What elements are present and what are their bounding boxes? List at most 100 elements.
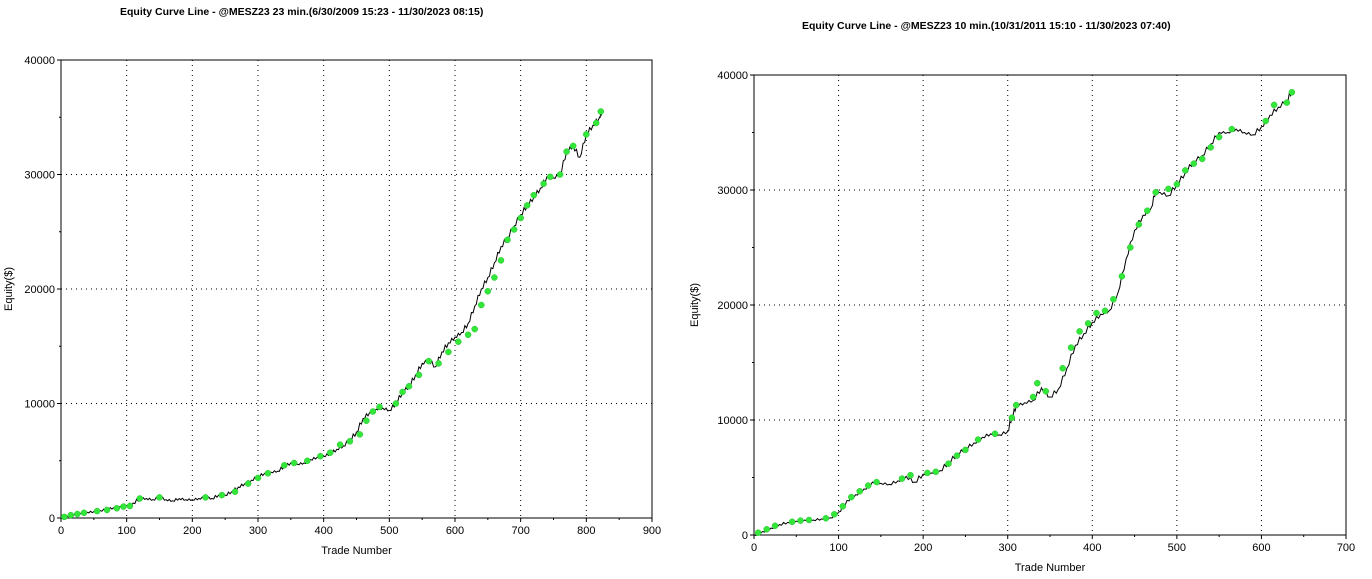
equity-high-marker bbox=[1182, 167, 1189, 174]
equity-high-marker bbox=[376, 403, 383, 411]
equity-high-marker bbox=[822, 515, 830, 522]
equity-high-marker bbox=[1165, 185, 1172, 193]
x-tick-label: 200 bbox=[183, 525, 201, 537]
equity-high-marker bbox=[924, 469, 931, 477]
equity-high-marker bbox=[953, 452, 961, 459]
equity-high-marker bbox=[290, 459, 298, 467]
equity-high-marker bbox=[1173, 181, 1181, 188]
equity-high-marker bbox=[1283, 99, 1291, 106]
equity-high-marker bbox=[491, 274, 498, 281]
equity-high-marker bbox=[1270, 101, 1278, 109]
equity-high-marker bbox=[497, 257, 505, 264]
equity-high-marker bbox=[991, 430, 999, 438]
equity-high-marker bbox=[392, 400, 400, 407]
equity-high-marker bbox=[1127, 244, 1134, 251]
equity-high-marker bbox=[597, 108, 605, 115]
equity-high-marker bbox=[1008, 414, 1016, 421]
equity-high-marker bbox=[435, 360, 442, 367]
equity-high-marker bbox=[1262, 117, 1269, 125]
equity-high-marker bbox=[510, 226, 518, 233]
equity-high-marker bbox=[61, 513, 68, 521]
equity-high-marker bbox=[523, 202, 531, 209]
equity-high-marker bbox=[399, 388, 406, 396]
equity-high-marker bbox=[563, 148, 570, 155]
equity-high-marker bbox=[1012, 401, 1020, 409]
equity-high-marker bbox=[1042, 388, 1050, 395]
equity-high-marker bbox=[1228, 125, 1236, 133]
equity-high-marker bbox=[1152, 189, 1159, 196]
equity-high-marker bbox=[415, 371, 423, 379]
y-tick-label: 20000 bbox=[717, 300, 748, 312]
equity-high-marker bbox=[848, 493, 855, 501]
equity-high-marker bbox=[317, 452, 324, 460]
equity-high-marker bbox=[592, 119, 600, 127]
equity-high-marker bbox=[218, 491, 226, 499]
equity-high-marker bbox=[445, 348, 452, 356]
equity-high-marker bbox=[363, 417, 370, 424]
equity-high-marker bbox=[1101, 307, 1109, 315]
equity-high-marker bbox=[517, 214, 524, 222]
equity-high-marker bbox=[873, 478, 880, 486]
chart-title-23min: Equity Curve Line - @MESZ23 23 min.(6/30… bbox=[120, 6, 484, 18]
equity-high-marker bbox=[103, 506, 111, 514]
equity-high-marker bbox=[80, 509, 88, 517]
x-tick-label: 400 bbox=[1083, 542, 1101, 554]
x-tick-label: 0 bbox=[751, 542, 757, 554]
equity-high-marker bbox=[126, 502, 134, 510]
equity-high-marker bbox=[484, 288, 492, 295]
equity-high-marker bbox=[1084, 320, 1092, 327]
equity-high-marker bbox=[1093, 309, 1100, 317]
equity-high-marker bbox=[1076, 328, 1083, 335]
y-tick-label: 40000 bbox=[24, 55, 55, 67]
equity-high-marker bbox=[771, 522, 779, 530]
equity-high-marker bbox=[1215, 133, 1223, 141]
equity-high-marker bbox=[898, 475, 906, 482]
equity-high-marker bbox=[326, 449, 334, 456]
equity-high-marker bbox=[1110, 296, 1117, 303]
y-tick-label: 10000 bbox=[24, 399, 55, 411]
chart-title-10min: Equity Curve Line - @MESZ23 10 min.(10/3… bbox=[802, 20, 1171, 32]
y-axis-label: Equity($) bbox=[3, 267, 15, 311]
equity-high-marker bbox=[1034, 379, 1041, 387]
equity-chart-23min: 0 100 200 300 400 500 600 700 800 900 0 10000 20000 3… bbox=[3, 55, 661, 557]
equity-high-marker bbox=[1207, 144, 1214, 151]
equity-high-marker bbox=[471, 325, 478, 333]
x-tick-label: 0 bbox=[58, 525, 64, 537]
equity-high-marker bbox=[202, 494, 209, 501]
equity-high-marker bbox=[346, 438, 354, 445]
equity-line bbox=[753, 90, 1293, 536]
x-tick-label: 100 bbox=[117, 525, 135, 537]
equity-high-marker bbox=[464, 331, 472, 339]
x-tick-label: 200 bbox=[914, 542, 932, 554]
equity-high-marker bbox=[1198, 155, 1206, 163]
y-axis-label: Equity($) bbox=[689, 283, 701, 327]
equity-high-marker bbox=[974, 436, 982, 443]
equity-high-marker bbox=[763, 526, 770, 533]
equity-high-marker bbox=[478, 301, 485, 309]
equity-chart-10min: 0 100 200 300 400 500 600 700 0 10000 20000 30000 40… bbox=[689, 70, 1355, 574]
x-tick-label: 100 bbox=[829, 542, 847, 554]
equity-high-marker bbox=[1190, 160, 1198, 167]
x-tick-label: 800 bbox=[577, 525, 595, 537]
x-axis-label: Trade Number bbox=[1015, 562, 1086, 574]
equity-high-marker bbox=[281, 462, 288, 469]
equity-high-marker bbox=[932, 468, 940, 476]
y-tick-label: 30000 bbox=[24, 170, 55, 182]
equity-high-marker bbox=[67, 511, 75, 519]
equity-high-marker bbox=[425, 357, 432, 365]
equity-high-marker bbox=[304, 457, 311, 465]
equity-high-marker bbox=[504, 236, 511, 244]
equity-high-marker bbox=[583, 131, 590, 138]
equity-high-marker bbox=[788, 518, 796, 526]
equity-high-marker bbox=[962, 446, 969, 454]
equity-high-marker bbox=[113, 505, 121, 512]
equity-high-marker bbox=[1059, 365, 1066, 372]
equity-high-marker bbox=[336, 441, 344, 448]
equity-high-marker bbox=[856, 488, 863, 495]
equity-high-marker bbox=[93, 507, 101, 515]
equity-high-marker bbox=[839, 503, 847, 510]
equity-high-marker bbox=[1029, 393, 1037, 401]
y-tick-label: 40000 bbox=[717, 70, 748, 82]
equity-high-marker bbox=[1288, 89, 1296, 96]
